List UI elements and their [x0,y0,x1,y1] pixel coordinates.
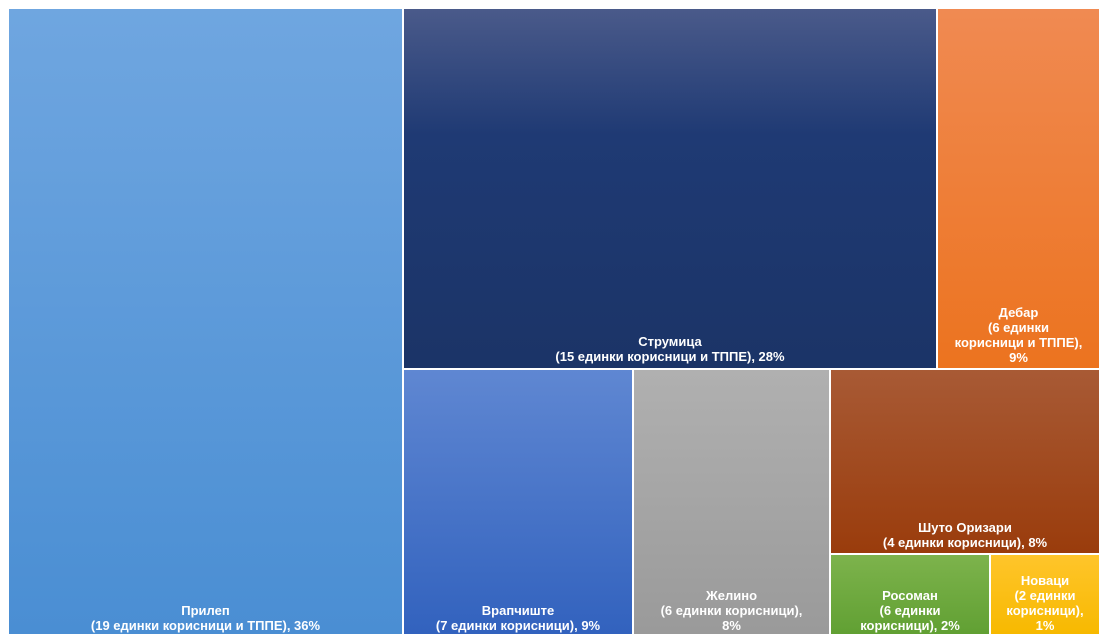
tile-zhelino: Желино (6 единки корисници), 8% [633,369,830,635]
tile-label-strumica: Струмица (15 единки корисници и ТППЕ), 2… [404,334,936,365]
tile-rosoman: Росоман (6 единки корисници), 2% [830,554,990,635]
tile-detail-debar-line1: (6 единки [988,320,1049,335]
tile-detail-novaci-line3: 1% [1035,618,1055,633]
tile-name-debar: Дебар [998,305,1039,320]
tile-strumica: Струмица (15 единки корисници и ТППЕ), 2… [403,8,937,369]
tile-detail-shuto-orizari: (4 единки корисници), 8% [882,535,1048,550]
tile-name-shuto-orizari: Шуто Оризари [918,520,1012,535]
tile-label-zhelino: Желино (6 единки корисници), 8% [634,588,829,634]
tile-detail-strumica: (15 единки корисници и ТППЕ), 28% [555,349,785,364]
tile-label-debar: Дебар (6 единки корисници и ТППЕ), 9% [938,305,1099,366]
tile-name-prilep: Прилеп [181,603,230,618]
tile-label-vrapchishte: Врапчиште (7 единки корисници), 9% [404,603,632,634]
tile-name-novaci: Новаци [1020,573,1070,588]
tile-detail-zhelino-line2: 8% [722,618,741,633]
tile-detail-novaci-line1: (2 единки [1014,588,1076,603]
tile-label-prilep: Прилеп (19 единки корисници и ТППЕ), 36% [9,603,402,634]
tile-detail-debar-line3: 9% [1009,350,1028,365]
tile-detail-novaci-line2: корисници), [1006,603,1084,618]
tile-detail-rosoman-line2: корисници), 2% [860,618,960,633]
tile-detail-prilep: (19 единки корисници и ТППЕ), 36% [90,618,321,633]
tile-name-zhelino: Желино [705,588,758,603]
tile-shuto-orizari: Шуто Оризари (4 единки корисници), 8% [830,369,1100,554]
tile-debar: Дебар (6 единки корисници и ТППЕ), 9% [937,8,1100,369]
tile-name-vrapchishte: Врапчиште [481,603,555,618]
tile-label-novaci: Новаци (2 единки корисници), 1% [991,573,1099,634]
tile-label-rosoman: Росоман (6 единки корисници), 2% [831,588,989,634]
tile-novaci: Новаци (2 единки корисници), 1% [990,554,1100,635]
tile-prilep: Прилеп (19 единки корисници и ТППЕ), 36% [8,8,403,635]
treemap-chart: Прилеп (19 единки корисници и ТППЕ), 36%… [8,8,1100,635]
tile-name-rosoman: Росоман [882,588,938,603]
tile-name-strumica: Струмица [638,334,702,349]
tile-vrapchishte: Врапчиште (7 единки корисници), 9% [403,369,633,635]
tile-detail-rosoman-line1: (6 единки [879,603,941,618]
tile-label-shuto-orizari: Шуто Оризари (4 единки корисници), 8% [831,520,1099,551]
tile-detail-zhelino-line1: (6 единки корисници), [660,603,803,618]
tile-detail-debar-line2: корисници и ТППЕ), [954,335,1083,350]
tile-detail-vrapchishte: (7 единки корисници), 9% [435,618,601,633]
